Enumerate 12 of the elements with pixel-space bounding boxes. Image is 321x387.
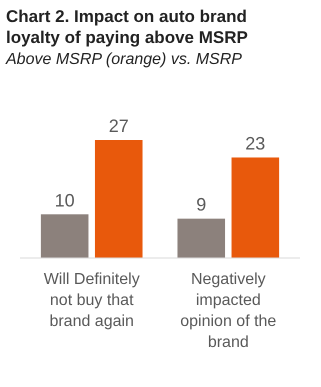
bar — [40, 214, 88, 258]
chart-subtitle: Above MSRP (orange) vs. MSRP — [5, 51, 242, 68]
bar — [232, 157, 280, 258]
bar — [94, 140, 143, 258]
data-label: 27 — [108, 116, 129, 136]
data-label: 9 — [196, 194, 206, 215]
data-label: 23 — [245, 133, 266, 154]
x-tick-label: Will Definitely not buy that brand again — [44, 271, 140, 330]
bar — [177, 218, 226, 258]
x-tick-label: Negatively impacted opinion of the brand — [180, 271, 276, 351]
chart-title: Chart 2. Impact on auto brand loyalty of paying above MSRP — [6, 7, 248, 47]
data-label: 10 — [54, 190, 75, 210]
